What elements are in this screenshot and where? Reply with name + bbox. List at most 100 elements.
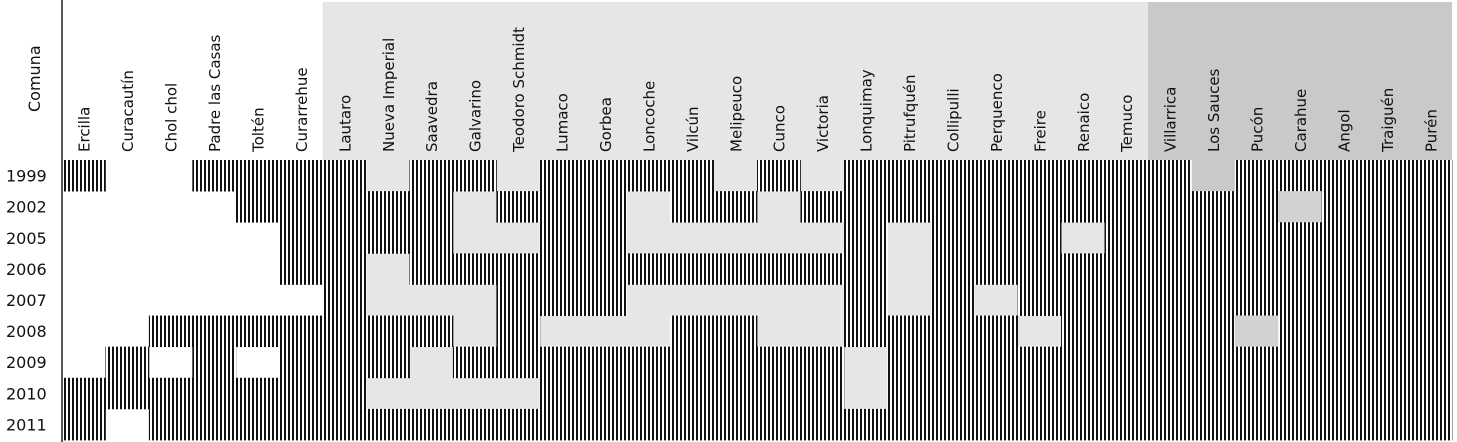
cell-2002-lumaco [539,191,584,223]
cell-2006-vilcún [670,253,714,285]
cell-2011-lonquimay [843,408,888,441]
column-label-lautaro: Lautaro [336,95,354,152]
cell-2008-curarrehue [279,315,324,348]
cell-1999-pitrufquén [887,160,932,192]
cell-2011-gorbea [583,408,628,441]
cell-1999-padre-las-casas [192,160,237,192]
cell-2005-lautaro [322,222,367,254]
cell-2011-vilcún [670,408,714,441]
row-label-2006: 2006 [6,260,47,279]
cell-2010-pucón [1234,377,1279,410]
cell-2010-traiguén [1365,377,1409,410]
cell-2006-melipeuco [713,253,758,285]
cell-2002-collipulli [930,191,975,223]
cell-2002-perquenco [974,191,1019,223]
row-header-label: Comuna [25,45,44,112]
column-labels: Ercilla Curacautín Chol chol Padre las Casa… [76,27,1441,153]
cell-2005-saavedra [409,222,454,254]
cell-2008-lonquimay [843,315,888,348]
cell-2009-nueva-imperial [366,346,410,379]
cell-2005-nueva-imperial [366,222,410,254]
column-label-vilcún: Vilcún [684,106,702,152]
cell-2006-gorbea [583,253,628,285]
cell-2006-freire [1017,253,1062,285]
cell-2010-angol [1321,377,1366,410]
cell-2011-galvarino [452,408,497,441]
cell-2010-melipeuco [713,377,758,410]
column-label-villarrica: Villarrica [1162,87,1180,152]
column-label-los-sauces: Los Sauces [1205,68,1223,152]
column-label-ercilla: Ercilla [76,107,94,152]
cell-1999-pucón [1234,160,1279,192]
cell-2009-angol [1321,346,1366,379]
cell-2005-lonquimay [843,222,888,254]
cell-grid [62,160,1453,441]
cell-1999-angol [1321,160,1366,192]
cell-2010-lumaco [539,377,584,410]
cell-2009-lautaro [322,346,367,379]
cell-2008-toltén [235,315,280,348]
cell-1999-perquenco [974,160,1019,192]
cell-2009-los-sauces [1191,346,1236,379]
cell-2007-gorbea [583,284,628,316]
cell-2011-loncoche [626,408,671,441]
cell-2011-nueva-imperial [366,408,410,441]
cell-2008-melipeuco [713,315,758,348]
cell-2007-villarrica [1147,284,1192,316]
cell-2005-traiguén [1365,222,1409,254]
cell-2011-lumaco [539,408,584,441]
row-label-2009: 2009 [6,353,47,372]
cell-2008-saavedra [409,315,454,348]
cell-2002-melipeuco [713,191,758,223]
cell-2011-pitrufquén [887,408,932,441]
cell-2010-perquenco [974,377,1019,410]
cell-2010-ercilla [62,377,106,410]
cell-2002-pucón [1234,191,1279,223]
cell-2010-cunco [757,377,801,410]
cell-2011-traiguén [1365,408,1409,441]
cell-2011-curarrehue [279,408,324,441]
cell-2009-freire [1017,346,1062,379]
cell-1999-lautaro [322,160,367,192]
cell-2009-galvarino [452,346,497,379]
cell-2006-traiguén [1365,253,1409,285]
cell-1999-collipulli [930,160,975,192]
cell-2005-carahue [1278,222,1323,254]
cell-2009-teodoro-schmidt [496,346,541,379]
column-label-collipulli: Collipulli [945,88,963,152]
column-label-victoria: Victoria [814,95,832,152]
cell-2007-traiguén [1365,284,1409,316]
column-label-nueva-imperial: Nueva Imperial [380,38,398,152]
column-label-carahue: Carahue [1292,89,1310,152]
column-label-toltén: Toltén [250,107,268,153]
column-label-cunco: Cunco [771,105,789,152]
column-label-galvarino: Galvarino [467,80,485,152]
cell-1999-vilcún [670,160,714,192]
cell-2006-pucón [1234,253,1279,285]
cell-2002-lonquimay [843,191,888,223]
cell-2002-temuco [1104,191,1149,223]
row-label-1999: 1999 [6,167,47,186]
cell-1999-villarrica [1147,160,1192,192]
cell-2006-angol [1321,253,1366,285]
cell-1999-carahue [1278,160,1323,192]
cell-2011-toltén [235,408,280,441]
row-label-2010: 2010 [6,384,47,403]
cell-2006-saavedra [409,253,454,285]
column-label-curarrehue: Curarrehue [293,67,311,152]
cell-2011-lautaro [322,408,367,441]
cell-2002-villarrica [1147,191,1192,223]
cell-2009-villarrica [1147,346,1192,379]
cell-2005-los-sauces [1191,222,1236,254]
cell-2008-nueva-imperial [366,315,410,348]
column-label-gorbea: Gorbea [597,97,615,152]
cell-2010-lautaro [322,377,367,410]
cell-2007-teodoro-schmidt [496,284,541,316]
cell-2008-vilcún [670,315,714,348]
cell-2010-pitrufquén [887,377,932,410]
cell-2007-freire [1017,284,1062,316]
cell-2008-pucón [1234,315,1279,348]
cell-2005-curarrehue [279,222,324,254]
cell-2011-teodoro-schmidt [496,408,541,441]
